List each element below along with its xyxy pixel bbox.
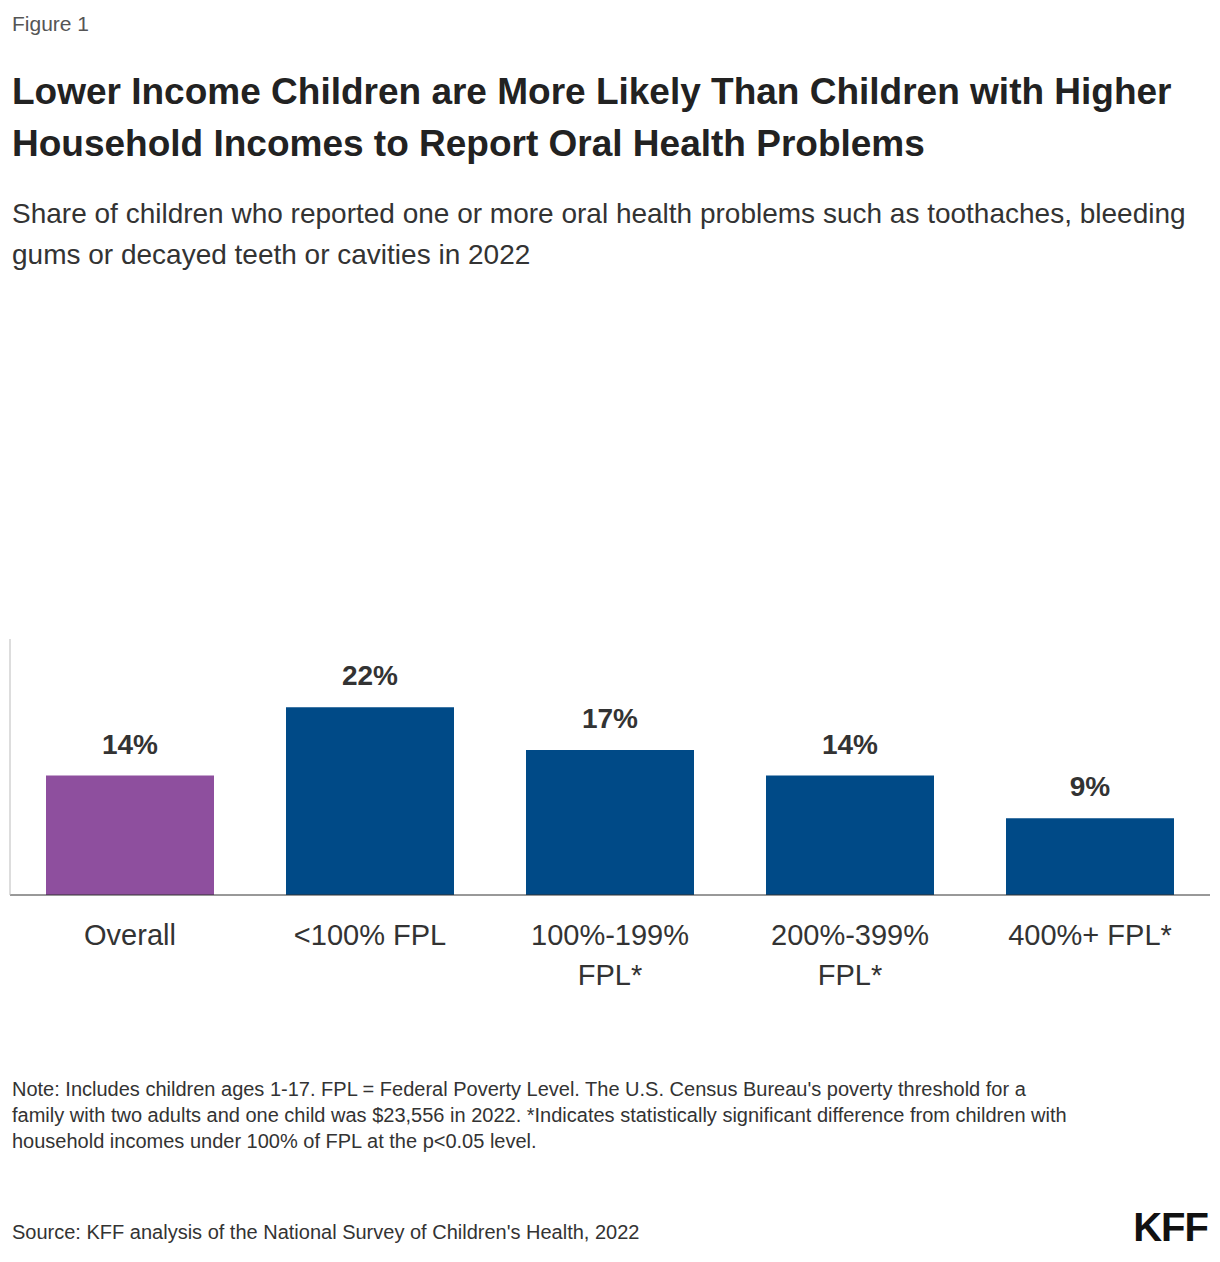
svg-text:14%: 14% <box>822 729 878 760</box>
html-text:Figure 1: Figure 1 <box>12 12 89 35</box>
html-text:Note: Includes children ages 1: Note: Includes children ages 1-17. FPL =… <box>12 1078 1067 1152</box>
svg-text:200%-399%FPL*: 200%-399%FPL* <box>771 919 929 991</box>
html-text:KFF: KFF <box>1133 1205 1208 1249</box>
svg-text:17%: 17% <box>582 703 638 734</box>
svg-text:Overall: Overall <box>84 919 176 951</box>
html-text:Share of children who reported: Share of children who reported one or mo… <box>12 198 1186 270</box>
html-text:Source: KFF analysis of the Na: Source: KFF analysis of the National Sur… <box>12 1221 640 1243</box>
svg-text:400%+ FPL*: 400%+ FPL* <box>1008 919 1172 951</box>
html-text:Lower Income Children are More: Lower Income Children are More Likely Th… <box>12 71 1172 164</box>
svg-text:14%: 14% <box>102 729 158 760</box>
svg-text:100%-199%FPL*: 100%-199%FPL* <box>531 919 689 991</box>
svg-text:9%: 9% <box>1070 771 1111 802</box>
svg-text:<100% FPL: <100% FPL <box>294 919 446 951</box>
svg-text:22%: 22% <box>342 660 398 691</box>
